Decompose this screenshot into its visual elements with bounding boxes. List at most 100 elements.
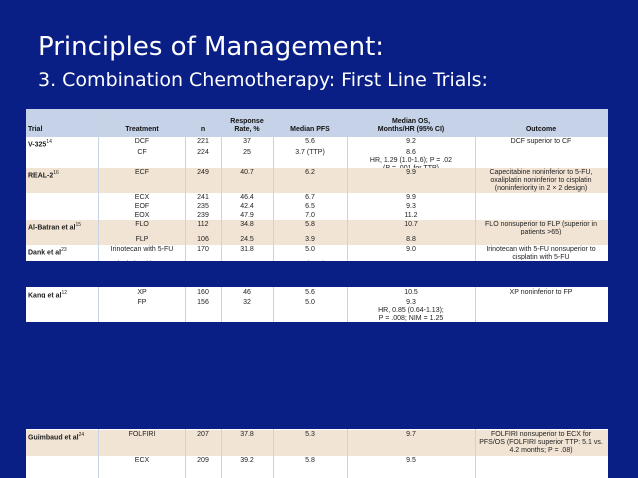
cell-rr: 46.4	[240, 194, 254, 201]
cell-trial: V-32514	[28, 139, 52, 149]
cell-treatment: EOF	[134, 203, 150, 210]
cell-os: 8.8	[406, 236, 416, 243]
cell-os: 9.5	[406, 457, 416, 464]
cell-trial: Guimbaud et al24	[28, 432, 85, 442]
cell-os: 9.9	[406, 169, 416, 176]
cell-pfs: 5.8	[305, 457, 315, 464]
table-row: CF 224 25 3.7 (TTP) 8.6 HR, 1.29 (1.0-1.6); …	[26, 148, 608, 172]
cell-os: 9.3	[406, 203, 416, 210]
slide-title: Principles of Management:	[38, 32, 385, 62]
cell-os: 9.0	[406, 246, 416, 253]
cell-treatment: Irinotecan with 5-FU	[110, 246, 174, 253]
cell-os: 9.2	[406, 138, 416, 145]
cell-n: 235	[197, 203, 209, 210]
cell-os: 9.3 HR, 0.85 (0.64-1.13); P = .008; NIM …	[378, 299, 444, 322]
reference-superscript: 23	[61, 247, 67, 253]
header-n: n	[200, 126, 206, 133]
cell-rr: 25	[243, 149, 251, 156]
cell-rr: 39.2	[240, 457, 254, 464]
table-row: V-32514 DCF 221 37 5.6 9.2 DCF superior to CF	[26, 137, 608, 148]
cell-rr: 47.9	[240, 212, 254, 219]
header-outcome: Outcome	[525, 126, 557, 133]
cell-os: 10.7	[404, 221, 418, 228]
cell-trial: Dank et al23	[28, 247, 67, 257]
column-divider	[185, 109, 186, 478]
cell-pfs: 5.3	[305, 431, 315, 438]
cell-rr: 40.7	[240, 169, 254, 176]
table-row: EOF 235 42.4 6.5 9.3	[26, 202, 608, 211]
reference-superscript: 12	[61, 290, 68, 296]
cell-treatment: ECX	[134, 194, 150, 201]
cell-treatment: CF	[137, 149, 147, 156]
cell-outcome: FOLFIRI nonsuperior to ECX for PFS/OS (F…	[479, 431, 603, 454]
table-row: REAL-216 ECF 249 40.7 6.2 9.9 Capecitabine non…	[26, 168, 608, 193]
cell-treatment: EOX	[134, 212, 150, 219]
redaction-band	[26, 322, 608, 429]
column-divider	[273, 109, 274, 478]
cell-os: 9.7	[406, 431, 416, 438]
cell-n: 241	[197, 194, 209, 201]
cell-outcome: XP noninferior to FP	[509, 289, 573, 296]
cell-n: 112	[197, 221, 209, 228]
table-row: Guimbaud et al24 FOLFIRI 207 37.8 5.3 9.7 FOLF…	[26, 430, 608, 456]
cell-rr: 37	[243, 138, 251, 145]
header-median-os: Median OS, Months/HR (95% CI)	[377, 118, 445, 133]
header-treatment: Treatment	[125, 126, 159, 133]
cell-os: 9.9	[406, 194, 416, 201]
header-median-pfs: Median PFS	[290, 126, 330, 133]
trials-table: Trial Treatment n Response Rate, % Media…	[26, 109, 608, 478]
column-divider	[475, 109, 476, 478]
reference-superscript: 14	[46, 139, 52, 145]
cell-rr: 32	[243, 299, 251, 306]
reference-superscript: 16	[53, 170, 59, 176]
cell-outcome: Capecitabine noninferior to 5-FU, oxalip…	[489, 169, 593, 192]
cell-n: 156	[197, 299, 209, 306]
table-row: Al-Batran et al15 FLO 112 34.8 5.8 10.7 FLO no…	[26, 220, 608, 236]
cell-pfs: 5.0	[305, 246, 315, 253]
cell-rr: 31.8	[240, 246, 254, 253]
redaction-band	[26, 261, 608, 287]
cell-n: 224	[197, 149, 209, 156]
table-row: EOX 239 47.9 7.0 11.2	[26, 211, 608, 220]
cell-n: 209	[197, 457, 209, 464]
cell-treatment: FLP	[135, 236, 149, 243]
cell-trial: REAL-216	[28, 170, 59, 180]
cell-treatment: FOLFIRI	[128, 431, 156, 438]
cell-pfs: 6.7	[305, 194, 315, 201]
column-divider	[98, 109, 99, 478]
cell-n: 106	[197, 236, 209, 243]
cell-treatment: DCF	[134, 138, 150, 145]
cell-pfs: 6.5	[305, 203, 315, 210]
cell-os: 10.5	[404, 289, 418, 296]
reference-superscript: 24	[78, 432, 85, 438]
cell-pfs: 3.9	[305, 236, 315, 243]
cell-treatment: FP	[137, 299, 147, 306]
cell-rr: 42.4	[240, 203, 254, 210]
table-row: FP 156 32 5.0 9.3 HR, 0.85 (0.64-1.13); P = …	[26, 298, 608, 322]
cell-n: 160	[197, 289, 209, 296]
cell-pfs: 5.6	[305, 289, 315, 296]
cell-n: 239	[197, 212, 209, 219]
cell-n: 221	[197, 138, 209, 145]
cell-pfs: 5.8	[305, 221, 315, 228]
table-row: ECX 241 46.4 6.7 9.9	[26, 193, 608, 202]
cell-treatment: FLO	[135, 221, 149, 228]
cell-trial: Al-Batran et al15	[28, 222, 82, 232]
table-row: FLP 106 24.5 3.9 8.8	[26, 235, 608, 245]
table-header: Trial Treatment n Response Rate, % Media…	[26, 109, 608, 137]
cell-n: 170	[197, 246, 209, 253]
cell-rr: 37.8	[240, 431, 254, 438]
cell-treatment: ECX	[134, 457, 150, 464]
table-row: Kang et al12 XP 160 46 5.6 10.5 XP noninferior…	[26, 288, 608, 299]
cell-rr: 46	[243, 289, 251, 296]
reference-superscript: 15	[75, 222, 82, 228]
cell-pfs: 7.0	[305, 212, 315, 219]
header-response-rate: Response Rate, %	[230, 118, 264, 133]
cell-pfs: 6.2	[305, 169, 315, 176]
cell-rr: 34.8	[240, 221, 254, 228]
slide-subtitle: 3. Combination Chemotherapy: First Line …	[38, 69, 488, 91]
column-divider	[221, 109, 222, 478]
cell-outcome: Irinotecan with 5-FU nonsuperior to cisp…	[486, 246, 596, 261]
cell-pfs: 3.7 (TTP)	[295, 149, 325, 156]
cell-n: 249	[197, 169, 209, 176]
